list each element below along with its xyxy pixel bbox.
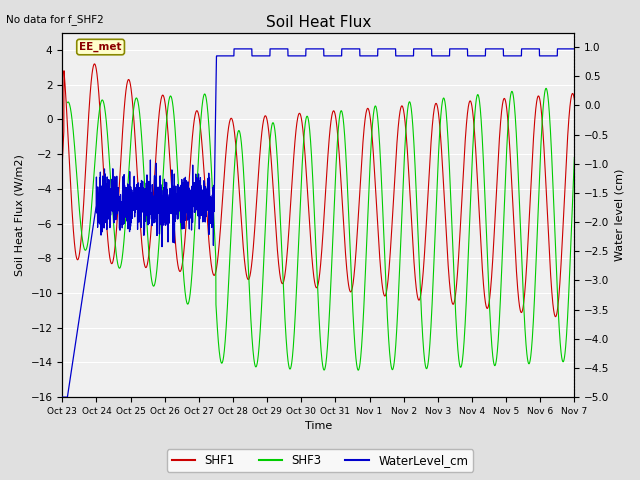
Title: Soil Heat Flux: Soil Heat Flux xyxy=(266,15,371,30)
X-axis label: Time: Time xyxy=(305,421,332,432)
Text: No data for f_SHF2: No data for f_SHF2 xyxy=(6,14,104,25)
Legend: SHF1, SHF3, WaterLevel_cm: SHF1, SHF3, WaterLevel_cm xyxy=(167,449,473,472)
Y-axis label: Soil Heat Flux (W/m2): Soil Heat Flux (W/m2) xyxy=(15,154,25,276)
Text: EE_met: EE_met xyxy=(79,42,122,52)
Y-axis label: Water level (cm): Water level (cm) xyxy=(615,168,625,261)
